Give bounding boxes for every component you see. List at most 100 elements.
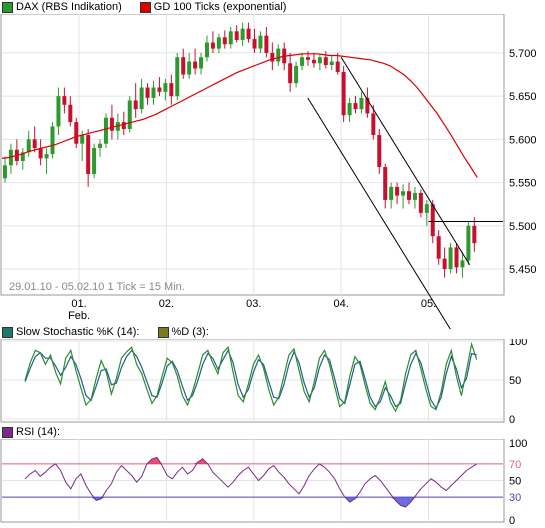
legend-rsi: RSI (14): bbox=[2, 426, 60, 438]
legend-stoch-k: Slow Stochastic %K (14): bbox=[2, 326, 140, 338]
price-plot-frame bbox=[0, 14, 505, 296]
stoch-k-swatch bbox=[2, 326, 13, 338]
candle-body bbox=[377, 135, 382, 168]
candle-body bbox=[26, 139, 31, 153]
legend-dax: DAX (RBS Indikation) bbox=[2, 1, 122, 13]
rsi-line bbox=[24, 456, 477, 508]
candle-body bbox=[92, 148, 97, 174]
rsi-plot-frame bbox=[0, 439, 505, 523]
candle-body bbox=[276, 48, 281, 62]
candle-body bbox=[175, 57, 180, 97]
legend-stoch-k-label: Slow Stochastic %K (14): bbox=[16, 326, 140, 338]
candle-body bbox=[169, 83, 174, 97]
price-chart: 01.Feb. 02. 03. 04. 05. 5.700 5.650 5.600 5.550 5… bbox=[0, 14, 537, 329]
candle-body bbox=[50, 126, 55, 155]
candle-body bbox=[353, 103, 358, 110]
candle-body bbox=[365, 97, 370, 114]
stoch-legend: Slow Stochastic %K (14): %D (3): bbox=[2, 325, 223, 339]
candle-body bbox=[127, 100, 132, 129]
candle-body bbox=[222, 37, 227, 45]
trend-channel-upper bbox=[340, 56, 471, 266]
candle-body bbox=[323, 57, 328, 66]
candle-body bbox=[86, 135, 91, 174]
legend-rsi-label: RSI (14): bbox=[16, 426, 61, 438]
candle-body bbox=[371, 113, 376, 136]
rsi-legend: RSI (14): bbox=[2, 425, 74, 439]
y-tick-label: 5.450 bbox=[509, 264, 537, 276]
candle-body bbox=[204, 42, 209, 58]
y-tick-label: 5.600 bbox=[509, 134, 537, 146]
rsi-oversold-fill bbox=[344, 497, 350, 503]
candle-body bbox=[418, 192, 423, 213]
candle-body bbox=[347, 103, 352, 116]
main-legend: DAX (RBS Indikation) GD 100 Ticks (expon… bbox=[2, 0, 300, 14]
candle-body bbox=[210, 42, 215, 49]
candle-body bbox=[300, 57, 305, 66]
candle-body bbox=[163, 83, 168, 92]
candle-body bbox=[74, 122, 79, 144]
candle-body bbox=[406, 191, 411, 200]
legend-dax-label: DAX (RBS Indikation) bbox=[16, 1, 122, 13]
candle-body bbox=[401, 191, 406, 196]
candle-body bbox=[109, 117, 114, 131]
gd100-swatch bbox=[139, 1, 151, 13]
candle-body bbox=[258, 35, 263, 49]
candle-body bbox=[139, 87, 144, 110]
candle-body bbox=[199, 57, 204, 69]
candle-body bbox=[103, 117, 108, 144]
candle-body bbox=[133, 100, 138, 110]
stoch-y-tick-label: 100 bbox=[509, 339, 527, 348]
candle-body bbox=[68, 104, 73, 123]
rsi-y-tick-label: 100 bbox=[509, 439, 527, 450]
candle-body bbox=[305, 57, 310, 60]
legend-stoch-d-label: %D (3): bbox=[171, 326, 209, 338]
y-tick-label: 5.550 bbox=[509, 178, 537, 190]
candle-body bbox=[341, 71, 346, 116]
candle-body bbox=[472, 225, 477, 244]
candle-body bbox=[62, 96, 67, 105]
candle-body bbox=[329, 61, 334, 66]
x-tick-label: 04. bbox=[333, 298, 348, 310]
candle-body bbox=[56, 96, 61, 127]
candle-body bbox=[270, 52, 275, 62]
candle-body bbox=[383, 167, 388, 200]
stoch-d-swatch bbox=[157, 326, 169, 338]
candle-body bbox=[311, 59, 316, 64]
date-range-info: 29.01.10 - 05.02.10 1 Tick = 15 Min. bbox=[9, 281, 185, 293]
candle-body bbox=[454, 247, 459, 268]
candle-body bbox=[460, 260, 465, 268]
candle-body bbox=[38, 148, 43, 159]
candle-body bbox=[187, 61, 192, 75]
candle-body bbox=[436, 236, 441, 259]
candle-body bbox=[80, 135, 85, 144]
trend-channel-lower bbox=[307, 97, 451, 329]
candle-body bbox=[317, 57, 322, 64]
candle-body bbox=[359, 97, 364, 110]
candle-body bbox=[424, 204, 429, 213]
rsi-oversold-fill bbox=[395, 497, 401, 506]
rsi-y-tick-label: 50 bbox=[509, 476, 521, 488]
candle-body bbox=[246, 28, 251, 40]
stoch-y-tick-label: 50 bbox=[509, 375, 521, 387]
candle-body bbox=[252, 39, 257, 49]
rsi-y-tick-label: 30 bbox=[509, 492, 521, 504]
x-tick-label: 02. bbox=[159, 298, 174, 310]
y-tick-label: 5.700 bbox=[509, 48, 537, 60]
candle-body bbox=[234, 31, 239, 40]
candle-body bbox=[264, 35, 269, 53]
candle-body bbox=[395, 186, 400, 196]
candle-body bbox=[151, 87, 156, 98]
rsi-y-tick-label: 70 bbox=[509, 459, 521, 471]
candle-body bbox=[466, 225, 471, 261]
stoch-k-line bbox=[24, 341, 478, 413]
stoch-d-line bbox=[24, 349, 477, 410]
stoch-plot-frame bbox=[0, 339, 505, 423]
x-tick-label: 01. bbox=[71, 298, 86, 310]
rsi-chart: 100 70 50 30 0 bbox=[0, 439, 527, 527]
candle-body bbox=[389, 186, 394, 200]
x-tick-label: 05. bbox=[421, 298, 436, 310]
candle-body bbox=[228, 31, 233, 45]
rsi-y-tick-label: 0 bbox=[509, 515, 515, 527]
candle-body bbox=[448, 247, 453, 270]
candle-body bbox=[412, 192, 417, 200]
